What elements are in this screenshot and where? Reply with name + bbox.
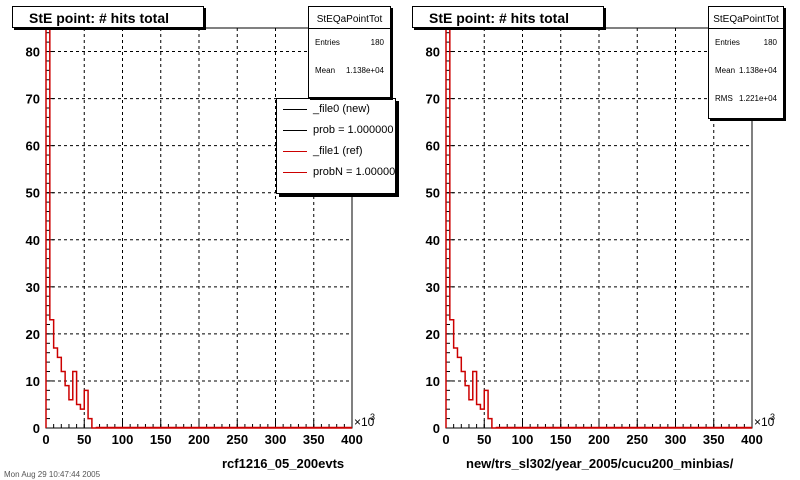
x-exponent-label: ×10 [354,415,375,429]
legend-label-probn: probN = 1.000000 [313,166,396,178]
x-tick-label: 0 [442,432,449,447]
stats-value: 1.138e+04 [738,66,777,75]
right-chart-svg: 0 50 100 150 200 250 300 350 400 0 10 20 30 40 50 60 70 8… [426,27,775,447]
x-tick-label: 100 [112,432,134,447]
left-chart-svg: 0 50 100 150 200 250 300 350 400 0 10 20 30 40 50 60 70 8… [26,27,375,447]
left-chart-title: StE point: # hits total [12,6,204,28]
right-chart-title: StE point: # hits total [412,6,604,28]
legend-label-file0: _file0 (new) [313,103,370,115]
x-tick-label: 250 [226,432,248,447]
left-stats-box: StEQaPointTot Entries 180 Mean 1.138e+04 [308,6,391,98]
x-tick-label: 250 [626,432,648,447]
stats-name: StEQaPointTot [309,7,390,29]
legend-line-file0 [283,109,307,110]
y-tick-label: 30 [426,280,440,295]
x-exponent-power: 3 [370,412,375,422]
y-tick-label: 70 [26,92,40,107]
legend-entry: _file1 (ref) [277,141,395,162]
x-tick-label: 350 [303,432,325,447]
y-tick-label: 50 [26,186,40,201]
x-tick-label: 100 [512,432,534,447]
x-tick-label: 400 [741,432,763,447]
y-tick-label: 10 [426,374,440,389]
stats-label: Mean [315,66,336,75]
left-panel: 0 50 100 150 200 250 300 350 400 0 10 20 30 40 50 60 70 8… [12,6,396,471]
x-tick-label: 200 [588,432,610,447]
x-exponent-power: 3 [770,412,775,422]
y-tick-label: 50 [426,186,440,201]
y-tick-label: 60 [26,139,40,154]
x-tick-label: 50 [477,432,491,447]
legend-label-prob: prob = 1.000000 [313,124,394,136]
y-tick-label: 40 [426,233,440,248]
x-tick-label: 50 [77,432,91,447]
left-chart-caption: rcf1216_05_200evts [222,456,345,471]
stats-name: StEQaPointTot [709,7,783,29]
y-tick-label: 0 [433,421,440,436]
y-tick-label: 20 [26,327,40,342]
stats-label: Entries [715,38,740,47]
y-tick-label: 70 [426,92,440,107]
stats-row-mean: Mean 1.138e+04 [309,57,390,85]
stats-row-rms: RMS 1.221e+04 [709,85,783,113]
legend-label-file1: _file1 (ref) [313,145,363,157]
y-tick-label: 80 [426,45,440,60]
y-tick-label: 60 [426,139,440,154]
x-tick-label: 300 [265,432,287,447]
legend-line-prob [283,130,307,131]
legend-entry: prob = 1.000000 [277,120,395,141]
stats-value: 180 [370,38,384,47]
stats-value: 1.138e+04 [345,66,384,75]
x-tick-label: 300 [665,432,687,447]
stats-label: RMS [715,94,733,103]
histogram-series [445,27,752,429]
right-stats-box: StEQaPointTot Entries 180 Mean 1.138e+04… [708,6,784,119]
stats-value: 180 [763,38,777,47]
stats-label: Mean [715,66,736,75]
x-tick-label: 200 [188,432,210,447]
stats-label: Entries [315,38,340,47]
y-tick-label: 20 [426,327,440,342]
stats-row-entries: Entries 180 [309,29,390,57]
legend-entry: _file0 (new) [277,99,395,120]
right-panel: 0 50 100 150 200 250 300 350 400 0 10 20 30 40 50 60 70 8… [400,0,800,480]
x-tick-label: 350 [703,432,725,447]
x-tick-label: 0 [42,432,49,447]
legend-entry: probN = 1.000000 [277,162,395,183]
y-tick-label: 40 [26,233,40,248]
x-tick-label: 150 [550,432,572,447]
legend-line-probn [283,172,307,173]
right-chart-caption: new/trs_sl302/year_2005/cucu200_minbias/ [466,456,734,471]
y-tick-label: 0 [33,421,40,436]
stats-row-mean: Mean 1.138e+04 [709,57,783,85]
footer-timestamp: Mon Aug 29 10:47:44 2005 [4,470,101,479]
histogram-series [45,27,352,429]
legend-line-file1 [283,151,307,152]
x-exponent-label: ×10 [754,415,775,429]
x-tick-label: 150 [150,432,172,447]
stats-row-entries: Entries 180 [709,29,783,57]
y-tick-label: 80 [26,45,40,60]
left-legend: _file0 (new) prob = 1.000000 _file1 (ref… [276,98,396,194]
y-tick-label: 30 [26,280,40,295]
stats-value: 1.221e+04 [738,94,777,103]
y-tick-label: 10 [26,374,40,389]
x-tick-label: 400 [341,432,363,447]
